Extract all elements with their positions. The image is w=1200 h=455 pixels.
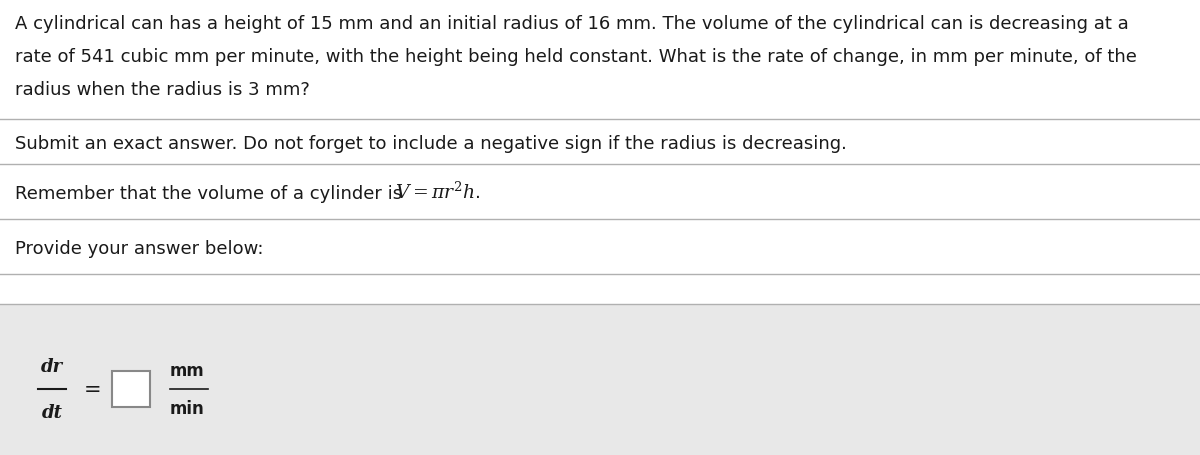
Text: A cylindrical can has a height of 15 mm and an initial radius of 16 mm. The volu: A cylindrical can has a height of 15 mm … <box>14 15 1129 33</box>
Text: Provide your answer below:: Provide your answer below: <box>14 239 264 258</box>
Text: rate of 541 cubic mm per minute, with the height being held constant. What is th: rate of 541 cubic mm per minute, with th… <box>14 48 1136 66</box>
Text: min: min <box>170 399 205 417</box>
Bar <box>0 304 1200 455</box>
Text: dt: dt <box>42 403 62 421</box>
Text: Submit an exact answer. Do not forget to include a negative sign if the radius i: Submit an exact answer. Do not forget to… <box>14 135 847 153</box>
Text: dr: dr <box>41 357 64 375</box>
Text: mm: mm <box>170 361 205 379</box>
Text: $V = \pi r^2 h$.: $V = \pi r^2 h$. <box>395 182 480 203</box>
Bar <box>0 0 1200 304</box>
Bar <box>112 371 150 407</box>
Text: radius when the radius is 3 mm?: radius when the radius is 3 mm? <box>14 81 310 99</box>
Text: Remember that the volume of a cylinder is: Remember that the volume of a cylinder i… <box>14 185 408 202</box>
Text: =: = <box>84 379 102 399</box>
